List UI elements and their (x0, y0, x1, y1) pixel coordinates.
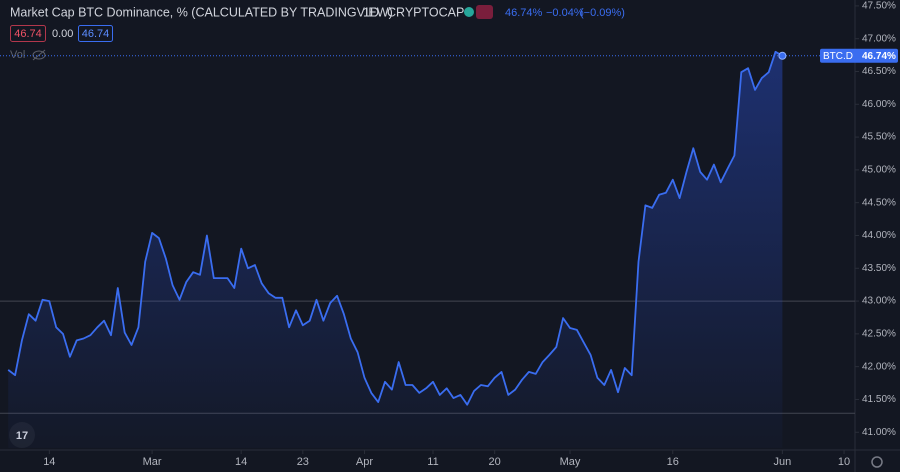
y-tick-label: 43.00% (862, 296, 896, 307)
y-tick-label: 41.00% (862, 427, 896, 438)
x-tick-label: Mar (143, 456, 162, 468)
y-tick-label: 46.50% (862, 66, 896, 77)
x-tick-label: 23 (297, 456, 309, 468)
x-tick-label: Apr (356, 456, 373, 468)
y-tick-label: 47.50% (862, 1, 896, 12)
y-tick-label: 45.00% (862, 165, 896, 176)
hide-icon[interactable] (32, 49, 46, 61)
header-change-pct: (−0.09%) (580, 7, 625, 19)
last-point (778, 51, 787, 60)
header-value: 46.74% (505, 7, 543, 19)
x-tick-label: Jun (774, 456, 792, 468)
y-tick-label: 47.00% (862, 33, 896, 44)
volume-label: Vol (10, 49, 25, 61)
price-tag-value: 46.74% (862, 51, 896, 62)
status-box (10, 25, 46, 42)
status-icon[interactable] (476, 5, 493, 19)
area-fill (8, 51, 783, 449)
status-icon[interactable] (464, 7, 474, 17)
x-tick-label: May (560, 456, 581, 468)
y-tick-label: 45.50% (862, 132, 896, 143)
x-tick-label: 14 (43, 456, 55, 468)
exchange: CRYPTOCAP (387, 5, 464, 19)
y-tick-label: 46.00% (862, 99, 896, 110)
y-tick-label: 42.50% (862, 329, 896, 340)
status-box (78, 25, 113, 42)
interval: 1D (363, 5, 379, 19)
status-value: 46.74 (82, 28, 110, 40)
header-change: −0.04% (546, 7, 584, 19)
price-tag-symbol: BTC.D (823, 51, 853, 62)
chart-title: Market Cap BTC Dominance, % (CALCULATED … (10, 5, 393, 19)
x-tick-label: 14 (235, 456, 247, 468)
status-value: 46.74 (14, 28, 42, 40)
y-tick-label: 42.00% (862, 361, 896, 372)
y-tick-label: 43.50% (862, 263, 896, 274)
y-tick-label: 44.00% (862, 230, 896, 241)
price-tag (820, 48, 898, 63)
x-tick-label: 10 (838, 456, 850, 468)
y-tick-label: 41.50% (862, 394, 896, 405)
x-tick-label: 11 (427, 456, 438, 468)
x-tick-label: 16 (667, 456, 679, 468)
x-tick-label: 20 (489, 456, 501, 468)
status-value: 0.00 (52, 28, 73, 40)
settings-icon[interactable] (871, 456, 883, 468)
line (7, 50, 783, 406)
y-tick-label: 44.50% (862, 197, 896, 208)
